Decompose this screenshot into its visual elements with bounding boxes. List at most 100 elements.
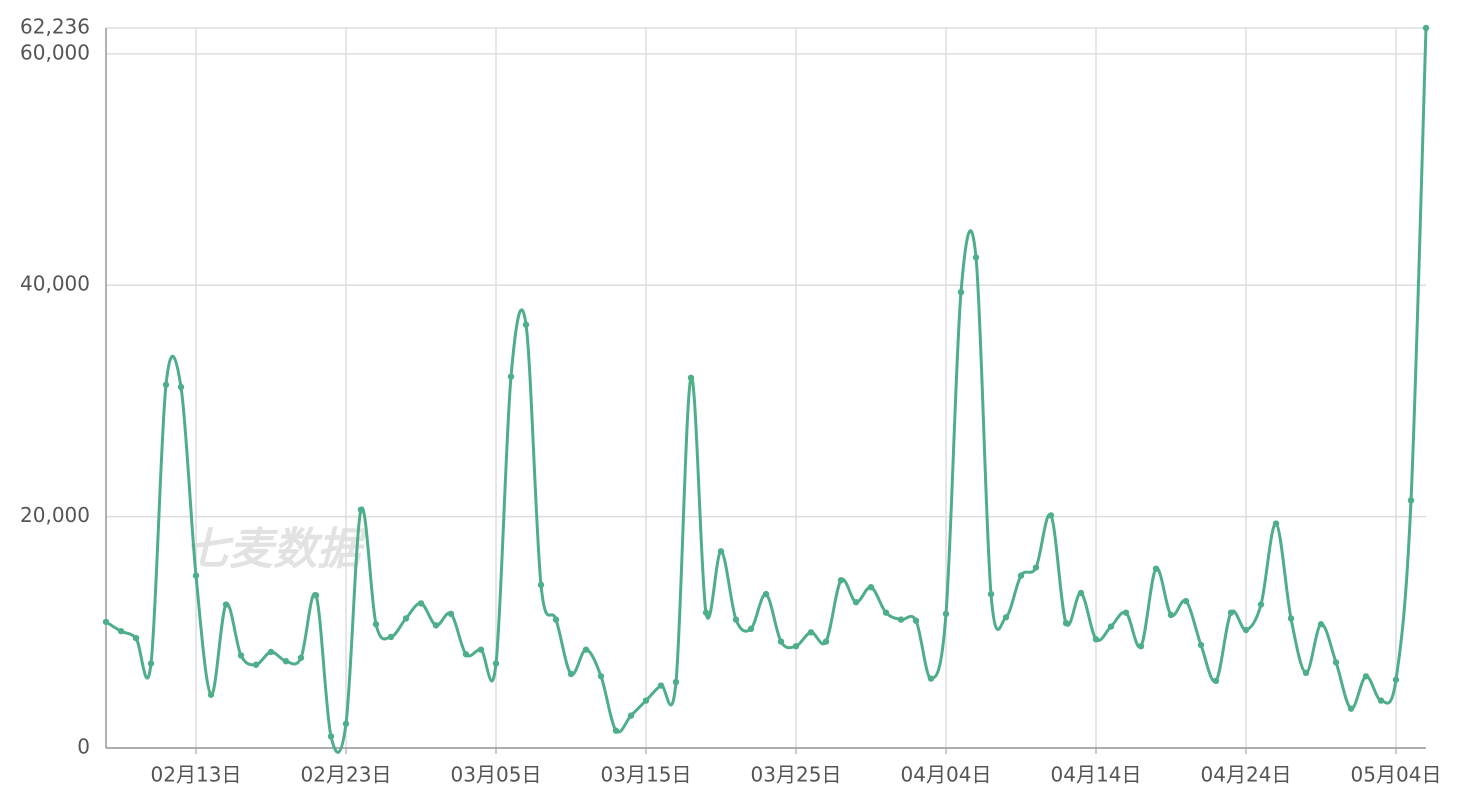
point (492, 660, 500, 667)
y-tick-label: 0 (77, 735, 90, 759)
point (1077, 589, 1085, 597)
point (627, 712, 635, 719)
point (162, 381, 170, 388)
point (1137, 642, 1145, 650)
x-tick-label: 02月23日 (301, 763, 392, 787)
point (987, 590, 995, 598)
y-tick-label: 60,000 (20, 40, 90, 64)
point (522, 321, 530, 328)
point (612, 727, 620, 734)
point (462, 651, 470, 658)
point (1377, 697, 1385, 704)
watermark: 七麦数据 (185, 524, 368, 575)
line (105, 27, 1428, 754)
point (927, 675, 935, 682)
point (807, 629, 815, 636)
point (1407, 497, 1415, 504)
x-tick-label: 04月14日 (1051, 763, 1142, 787)
point (1392, 676, 1400, 683)
x-tick-label: 05月04日 (1351, 763, 1442, 787)
point (177, 383, 185, 391)
point (1287, 615, 1295, 622)
point (387, 633, 395, 641)
point (1122, 609, 1130, 616)
point (372, 621, 380, 628)
x-tick-label: 03月25日 (751, 763, 842, 787)
point (867, 583, 875, 591)
point (357, 506, 365, 513)
point (672, 678, 680, 686)
point (1362, 673, 1370, 680)
point (1092, 636, 1100, 643)
point (402, 615, 410, 622)
point (972, 254, 980, 261)
point (132, 634, 140, 642)
point (957, 288, 965, 296)
point (147, 660, 155, 667)
point (447, 610, 455, 618)
point (282, 658, 290, 665)
point (1272, 520, 1280, 527)
point (747, 625, 755, 633)
point (882, 609, 890, 616)
point (1182, 597, 1190, 605)
point (912, 617, 920, 624)
x-tick-label: 03月05日 (451, 763, 542, 787)
point (207, 691, 215, 698)
point (717, 548, 725, 555)
point (507, 373, 515, 380)
point (1212, 677, 1220, 685)
point (537, 581, 545, 589)
point (1107, 623, 1115, 630)
x-tick-label: 04月24日 (1201, 763, 1292, 787)
point (1032, 564, 1040, 571)
point (327, 733, 335, 740)
point (777, 638, 785, 645)
point (477, 646, 485, 653)
x-tick-label: 04月04日 (901, 763, 992, 787)
y-tick-label: 62,236 (20, 15, 90, 39)
point (432, 622, 440, 629)
point (732, 616, 740, 623)
x-tick-label: 02月13日 (151, 763, 242, 787)
point (1347, 705, 1355, 712)
point (297, 654, 305, 661)
point (1002, 614, 1010, 621)
point (1152, 565, 1160, 572)
y-tick-label: 20,000 (20, 503, 90, 527)
point (192, 572, 200, 579)
y-tick-label: 40,000 (20, 272, 90, 296)
x-tick-label: 03月15日 (601, 763, 692, 787)
point (657, 682, 665, 689)
point (1257, 601, 1265, 608)
point (1242, 626, 1250, 634)
point (237, 652, 245, 659)
point (1422, 24, 1430, 32)
point (312, 592, 320, 599)
point (702, 609, 710, 616)
point (342, 720, 350, 727)
point (222, 601, 230, 608)
point (1062, 619, 1070, 627)
point (762, 590, 770, 598)
point (1197, 641, 1205, 649)
point (1302, 669, 1310, 677)
point (102, 618, 110, 626)
point (597, 673, 605, 680)
point (792, 642, 800, 650)
point (267, 648, 275, 656)
point (117, 627, 125, 635)
point (687, 374, 695, 381)
point (1017, 572, 1025, 579)
point (1227, 609, 1235, 616)
point (942, 610, 950, 618)
point (822, 638, 830, 645)
point (1332, 659, 1340, 666)
point (1047, 512, 1055, 519)
point (837, 577, 845, 584)
point (252, 661, 260, 668)
point (642, 697, 650, 704)
point (552, 616, 560, 623)
